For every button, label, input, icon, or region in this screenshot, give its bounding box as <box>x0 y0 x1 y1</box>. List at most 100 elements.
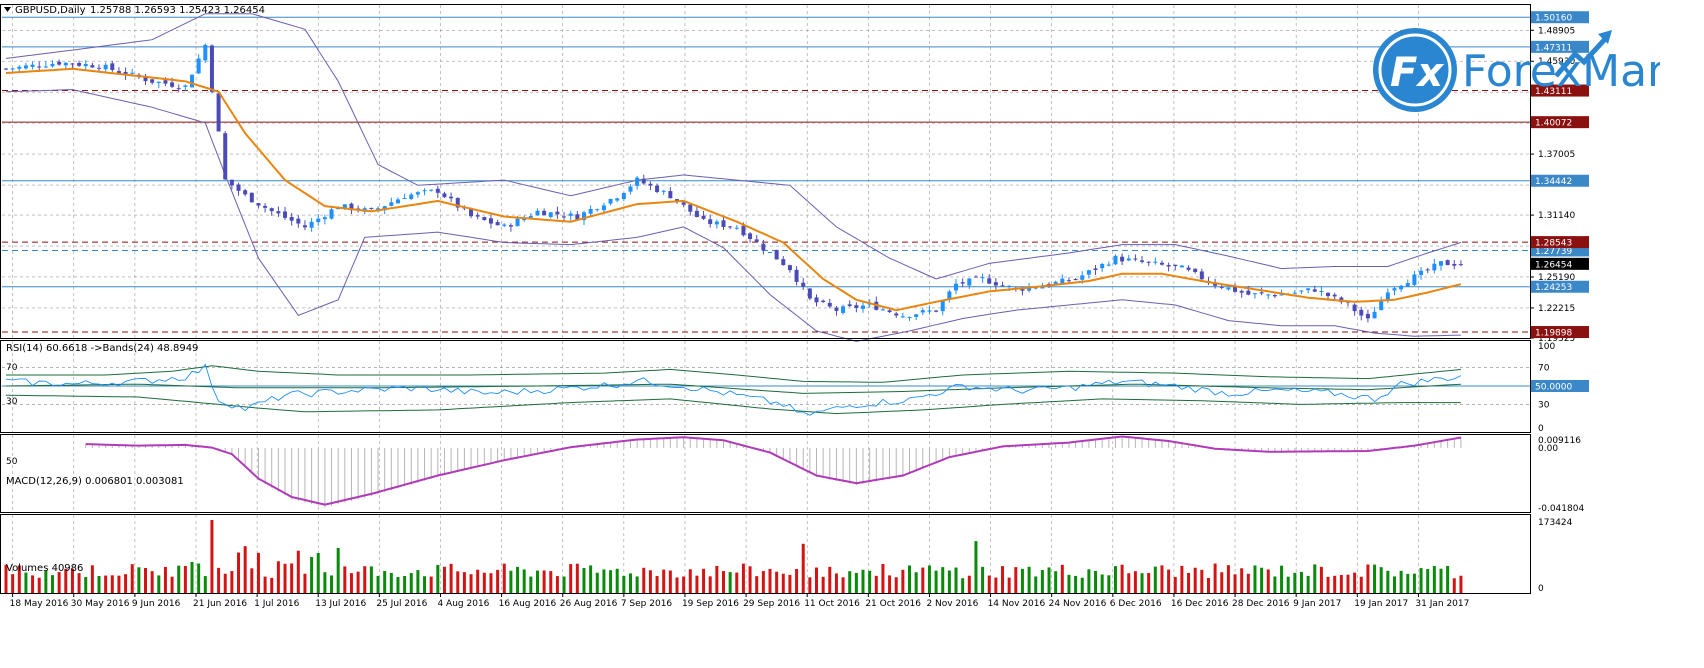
candle-body <box>57 61 62 65</box>
candle-body <box>967 278 972 286</box>
panel-frame <box>0 434 1531 513</box>
blue-level-tag-label: 1.24253 <box>1535 283 1572 293</box>
candle-body <box>495 222 500 226</box>
candle-body <box>475 215 480 217</box>
candle-body <box>369 207 374 209</box>
candle-body <box>209 45 214 92</box>
candle-body <box>1419 270 1424 276</box>
candle-body <box>1365 313 1370 319</box>
candle-body <box>1033 287 1038 289</box>
candle-body <box>1219 286 1224 288</box>
date-label: 1 Jul 2016 <box>254 599 299 609</box>
candle-body <box>827 302 832 307</box>
candle-body <box>469 208 474 217</box>
candle-body <box>422 190 427 192</box>
candle-body <box>90 65 95 68</box>
rsi-scale-label: 30 <box>1538 400 1550 410</box>
macd-title: MACD(12,26,9) 0.006801 0.003081 <box>6 476 184 487</box>
candle-body <box>316 218 321 223</box>
candle-body <box>748 233 753 239</box>
rsi-title: RSI(14) 60.6618 ->Bands(24) 48.8949 <box>6 343 198 354</box>
candle-body <box>342 204 347 208</box>
candle-body <box>635 177 640 186</box>
candle-body <box>555 211 560 215</box>
candle-body <box>668 191 673 199</box>
candle-body <box>754 239 759 242</box>
date-label: 19 Sep 2016 <box>682 599 739 609</box>
candle-body <box>296 218 301 224</box>
price-panel: 1.489051.459301.370051.344151.311401.251… <box>2 5 1589 344</box>
red-level-tag <box>1531 326 1589 339</box>
logo-circle-icon <box>1373 28 1457 112</box>
price-scale-label: 1.19325 <box>1538 334 1575 344</box>
candle-body <box>821 300 826 303</box>
candle-body <box>263 206 268 208</box>
candle-body <box>150 79 155 83</box>
candle-body <box>1392 288 1397 291</box>
candle-body <box>714 221 719 225</box>
candle-body <box>708 219 713 225</box>
candle-body <box>562 216 567 218</box>
candle-body <box>50 63 55 67</box>
candle-body <box>774 249 779 260</box>
volume-scale: 173424 0 <box>1538 518 1573 594</box>
candle-body <box>1153 261 1158 263</box>
rsi-50-tag <box>1531 380 1589 392</box>
candle-body <box>10 68 15 70</box>
date-label: 26 Aug 2016 <box>560 599 618 609</box>
candle-body <box>1066 280 1071 282</box>
candle-body <box>1226 287 1231 290</box>
rsi-scale-label: 70 <box>1538 364 1550 374</box>
candle-body <box>43 66 48 68</box>
lower-band-line <box>5 89 1461 342</box>
candle-body <box>488 218 493 224</box>
candle-body <box>980 277 985 279</box>
current-price-tag <box>1531 257 1589 270</box>
candle-body <box>143 77 148 82</box>
candle-body <box>156 81 161 83</box>
candle-body <box>322 217 327 220</box>
candle-body <box>781 259 786 266</box>
candle-body <box>927 310 932 312</box>
rsi-level-label-30: 30 <box>6 397 18 407</box>
blue-level-tag <box>1531 280 1589 293</box>
candle-body <box>203 44 208 61</box>
panel-frame <box>0 340 1531 433</box>
candle-body <box>17 66 22 69</box>
date-label: 24 Nov 2016 <box>1049 599 1107 609</box>
candle-body <box>1266 294 1271 296</box>
candle-body <box>30 64 35 67</box>
candle-body <box>435 188 440 193</box>
dropdown-triangle-icon[interactable] <box>4 7 11 12</box>
price-scale: 1.489051.459301.370051.344151.311401.251… <box>1530 11 1589 344</box>
candle-body <box>382 206 387 211</box>
candle-body <box>110 63 115 70</box>
candle-body <box>256 203 261 206</box>
upper-band-line <box>5 13 1462 280</box>
candle-body <box>1133 258 1138 260</box>
candle-body <box>728 226 733 228</box>
macd-scale-label: -0.041804 <box>1538 504 1584 514</box>
rsi-mid-band <box>5 383 1461 394</box>
candle-body <box>229 179 234 186</box>
candle-body <box>648 183 653 186</box>
candle-body <box>787 265 792 271</box>
date-label: 28 Dec 2016 <box>1232 599 1290 609</box>
candle-body <box>973 276 978 278</box>
candle-body <box>681 202 686 205</box>
candle-body <box>1405 283 1410 287</box>
macd-scale-label: 0.00 <box>1538 444 1558 454</box>
logo-arrowhead-icon <box>1598 30 1612 44</box>
candle-body <box>1093 268 1098 270</box>
blue-level-tag <box>1531 40 1589 53</box>
candle-body <box>621 192 626 200</box>
candle-body <box>542 210 547 216</box>
blue-level-tag-label: 1.34442 <box>1535 177 1572 187</box>
panel-frame <box>0 4 1531 339</box>
candle-body <box>947 291 952 300</box>
rsi-lines <box>5 363 1462 416</box>
date-label: 21 Jun 2016 <box>193 599 247 609</box>
date-label: 9 Jan 2017 <box>1293 599 1341 609</box>
candle-body <box>934 310 939 312</box>
logo-arrow-icon <box>1554 36 1608 78</box>
